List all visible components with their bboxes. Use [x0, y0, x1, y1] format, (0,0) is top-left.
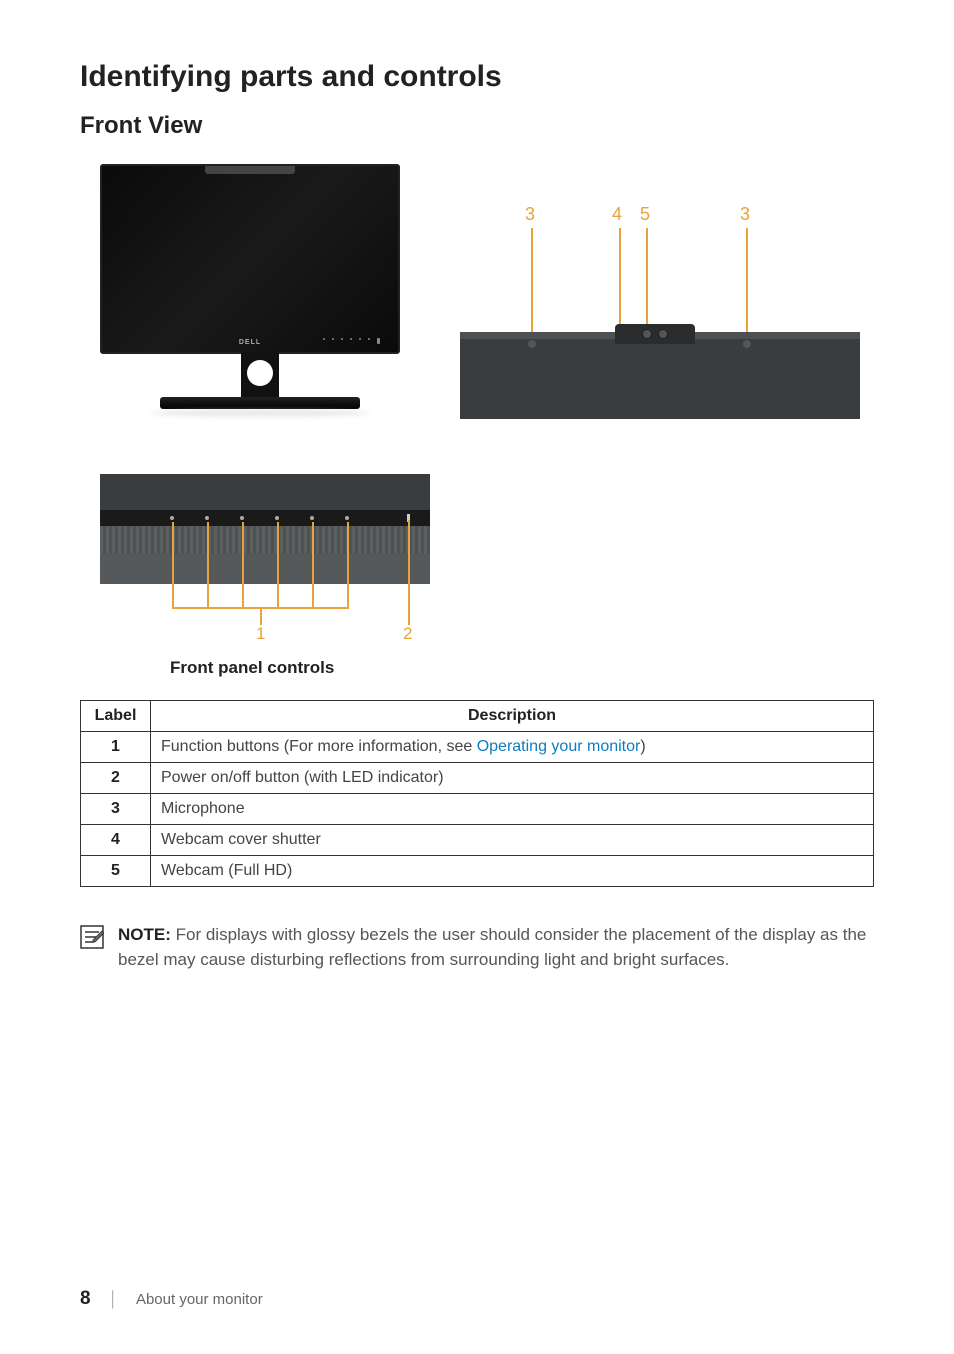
panel-button-dot	[310, 516, 314, 520]
panel-button-dot	[170, 516, 174, 520]
row-label: 1	[81, 732, 151, 763]
callout-line	[242, 522, 244, 607]
callout-line	[408, 520, 410, 625]
note-text: NOTE: For displays with glossy bezels th…	[118, 923, 874, 972]
callout-line	[277, 522, 279, 607]
table-row: 4 Webcam cover shutter	[81, 825, 874, 856]
row-desc-text: Function buttons (For more information, …	[161, 738, 477, 755]
row-desc: Webcam cover shutter	[151, 825, 874, 856]
panel-button-dot	[205, 516, 209, 520]
webcam-shutter-icon	[642, 329, 652, 339]
monitor-stand	[241, 352, 279, 397]
callout-line	[646, 228, 648, 330]
monitor-front-figure: DELL	[100, 164, 420, 444]
callout-line	[347, 522, 349, 607]
callout-label-3-left: 3	[525, 204, 535, 225]
monitor-button-dots	[323, 338, 380, 344]
figure-caption: Front panel controls	[170, 658, 874, 678]
webcam-mic-right	[743, 340, 751, 348]
figure-row-top: DELL 3 4 5 3	[80, 164, 874, 444]
monitor-cable-hole	[247, 360, 273, 386]
page-footer: 8 │ About your monitor	[80, 1288, 263, 1310]
callout-line	[746, 228, 748, 342]
webcam-mic-left	[528, 340, 536, 348]
callout-line	[312, 522, 314, 607]
callout-line	[172, 522, 174, 607]
panel-button-dot	[345, 516, 349, 520]
table-row: 2 Power on/off button (with LED indicato…	[81, 763, 874, 794]
row-label: 3	[81, 794, 151, 825]
panel-button-dot	[240, 516, 244, 520]
table-row: 1 Function buttons (For more information…	[81, 732, 874, 763]
monitor-base	[160, 397, 360, 409]
row-label: 4	[81, 825, 151, 856]
callout-line	[207, 522, 209, 607]
callout-label-5: 5	[640, 204, 650, 225]
webcam-module	[615, 324, 695, 344]
col-description: Description	[151, 701, 874, 732]
webcam-lens-icon	[658, 329, 668, 339]
callout-line	[260, 607, 262, 625]
callout-label-3-right: 3	[740, 204, 750, 225]
note-block: NOTE: For displays with glossy bezels th…	[80, 923, 874, 972]
callout-label-1: 1	[256, 624, 265, 644]
monitor-screen: DELL	[100, 164, 400, 354]
monitor-logo: DELL	[239, 339, 261, 346]
table-row: 5 Webcam (Full HD)	[81, 856, 874, 887]
page-number: 8	[80, 1288, 91, 1310]
note-prefix: NOTE:	[118, 925, 171, 944]
callout-line	[531, 228, 533, 342]
row-desc-text: )	[640, 738, 645, 755]
footer-divider: │	[109, 1291, 118, 1308]
panel-bezel	[100, 474, 430, 584]
callout-label-4: 4	[612, 204, 622, 225]
table-header-row: Label Description	[81, 701, 874, 732]
front-panel-figure: 1 2	[100, 474, 430, 644]
row-desc: Microphone	[151, 794, 874, 825]
subsection-heading: Front View	[80, 112, 874, 140]
panel-button-dot	[275, 516, 279, 520]
note-body: For displays with glossy bezels the user…	[118, 925, 866, 969]
row-desc: Webcam (Full HD)	[151, 856, 874, 887]
row-desc: Power on/off button (with LED indicator)	[151, 763, 874, 794]
panel-callouts: 1 2	[100, 584, 430, 644]
webcam-closeup-figure: 3 4 5 3	[460, 204, 860, 434]
row-desc: Function buttons (For more information, …	[151, 732, 874, 763]
monitor-webcam-bar	[205, 166, 295, 174]
callout-line	[619, 228, 621, 328]
operating-monitor-link[interactable]: Operating your monitor	[477, 738, 641, 755]
panel-lower	[100, 526, 430, 584]
note-icon	[80, 925, 104, 949]
row-label: 2	[81, 763, 151, 794]
footer-section: About your monitor	[136, 1291, 263, 1308]
table-row: 3 Microphone	[81, 794, 874, 825]
col-label: Label	[81, 701, 151, 732]
controls-table: Label Description 1 Function buttons (Fo…	[80, 700, 874, 887]
webcam-bezel	[460, 339, 860, 419]
row-label: 5	[81, 856, 151, 887]
panel-strip	[100, 510, 430, 526]
section-heading: Identifying parts and controls	[80, 60, 874, 94]
callout-label-2: 2	[403, 624, 412, 644]
